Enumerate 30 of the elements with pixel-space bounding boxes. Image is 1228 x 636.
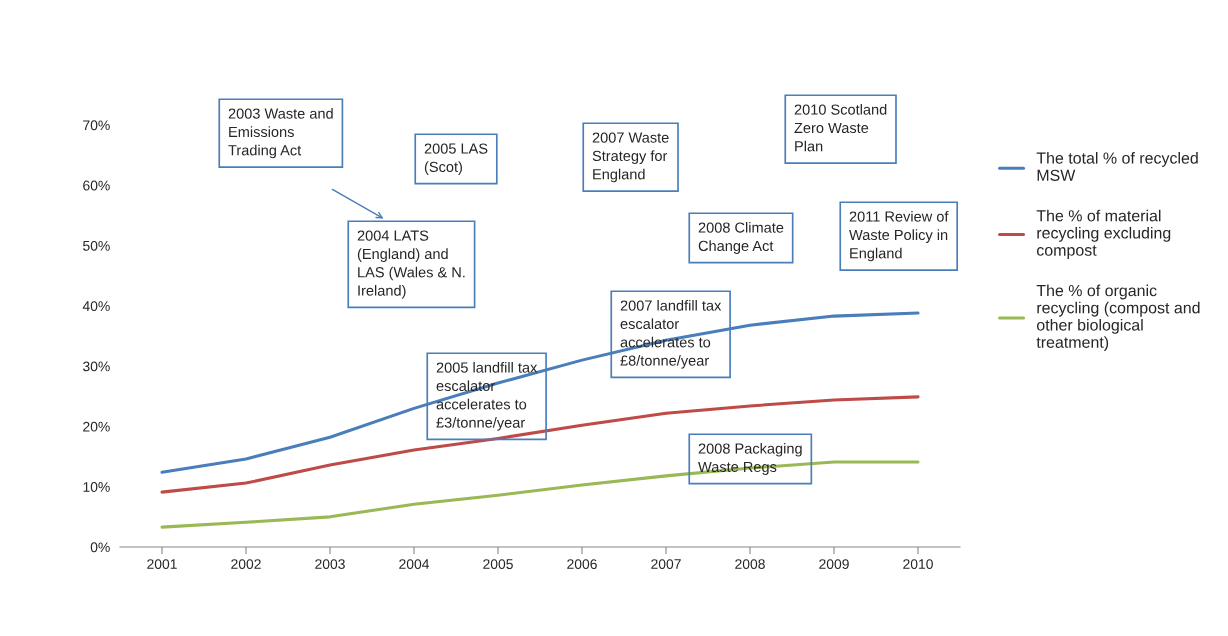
x-tick-label: 2004 [399,559,430,570]
annotation: 2010 Scotland Zero Waste Plan [794,104,887,152]
annotation: 2011 Review of Waste Policy in England [849,211,949,262]
x-tick-label: 2003 [315,559,345,570]
x-tick-label: 2009 [819,559,849,570]
legend-label: The % of material recycling excluding compost [1036,209,1171,259]
x-tick-label: 2008 [735,559,765,570]
annotation: 2003 Waste and Emissions Trading Act [228,108,333,159]
line-series [160,395,920,494]
legend-label: The % of organic recycling (compost and other biological treatment) [1036,284,1200,352]
x-tick-label: 2006 [567,559,597,570]
legend-label: The total % of recycled MSW [1036,152,1198,181]
y-tick-label: 20% [83,421,110,432]
y-tick-label: 40% [82,301,110,312]
annotation: 2005 LAS (Scot) [424,143,488,175]
y-tick-label: 30% [83,361,110,372]
annotation: 2004 LATS (England) and LAS (Wales & N. Ireland) [357,230,465,299]
annotation: 2008 Climate Change Act [698,222,784,254]
y-tick-label: 50% [83,240,110,251]
x-tick-label: 2010 [903,559,933,570]
x-tick-label: 2007 [651,559,681,570]
line-series [160,460,920,529]
y-tick-label: 70% [83,120,110,131]
y-tick-label: 10% [83,482,110,492]
x-tick-label: 2005 [483,559,513,570]
annotation: 2007 Waste Strategy for England [592,132,669,183]
x-tick-label: 2002 [231,559,261,570]
y-tick-label: 60% [83,180,110,191]
x-tick-label: 2001 [147,559,177,570]
y-tick-label: 0% [90,542,110,553]
